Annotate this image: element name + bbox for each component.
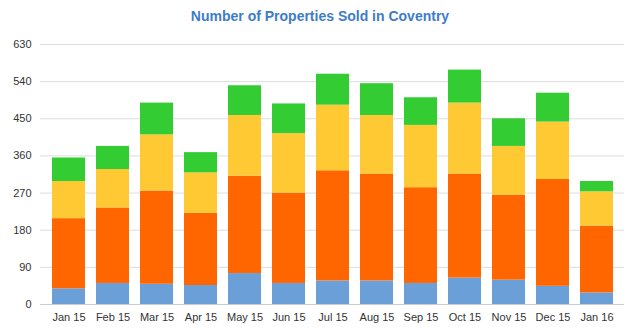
svg-text:180: 180	[13, 224, 31, 236]
svg-text:450: 450	[13, 112, 31, 124]
svg-text:Jun 15: Jun 15	[272, 311, 305, 323]
svg-text:Feb 15: Feb 15	[96, 311, 130, 323]
svg-text:540: 540	[13, 75, 31, 87]
svg-text:360: 360	[13, 149, 31, 161]
svg-text:Oct 15: Oct 15	[449, 311, 481, 323]
svg-text:Sep 15: Sep 15	[404, 311, 439, 323]
svg-text:Jan 15: Jan 15	[52, 311, 85, 323]
html-text:Number of Properties Sold in C: Number of Properties Sold in Coventry	[190, 8, 450, 24]
svg-text:630: 630	[13, 38, 31, 50]
svg-text:Dec 15: Dec 15	[536, 311, 571, 323]
svg-text:May 15: May 15	[227, 311, 263, 323]
svg-text:Jan 16: Jan 16	[580, 311, 613, 323]
svg-text:90: 90	[19, 261, 31, 273]
svg-text:Apr 15: Apr 15	[185, 311, 217, 323]
svg-text:Jul 15: Jul 15	[318, 311, 347, 323]
svg-text:270: 270	[13, 187, 31, 199]
svg-text:Aug 15: Aug 15	[360, 311, 395, 323]
svg-text:0: 0	[25, 298, 31, 310]
svg-text:Mar 15: Mar 15	[140, 311, 174, 323]
svg-text:Nov 15: Nov 15	[492, 311, 527, 323]
